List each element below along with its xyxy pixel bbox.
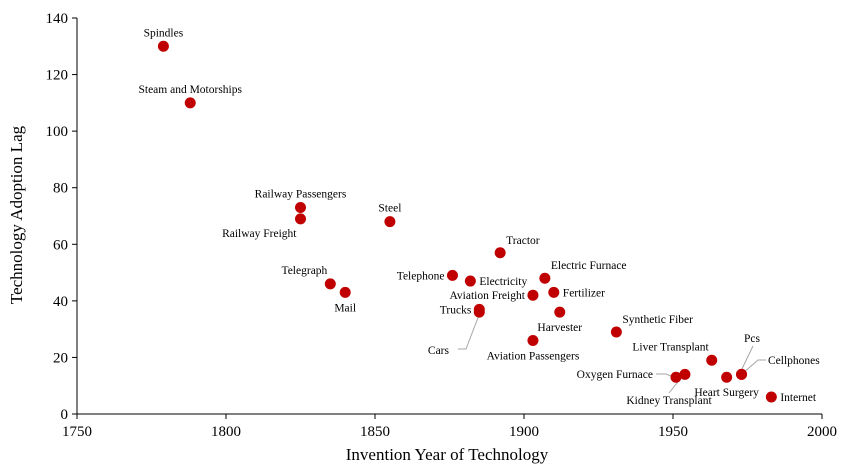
y-tick-label: 80 <box>53 181 68 197</box>
data-label: Mail <box>334 302 356 314</box>
data-point <box>610 326 622 338</box>
data-label: Railway Passengers <box>255 189 347 201</box>
data-point <box>494 247 506 259</box>
leader-line <box>458 314 480 350</box>
data-label: Steam and Motorships <box>138 84 242 96</box>
x-tick-label: 1950 <box>658 424 688 440</box>
y-ticks: 0 20 40 60 80 100 120 140 <box>46 11 77 423</box>
data-label: Aviation Passengers <box>487 350 580 362</box>
data-point <box>324 278 336 290</box>
y-axis-title: Technology Adoption Lag <box>7 125 26 304</box>
data-label: Telephone <box>397 270 445 282</box>
data-label: Cellphones <box>768 355 820 367</box>
data-label: Telegraph <box>281 265 327 277</box>
leader-lines <box>458 314 766 394</box>
data-point <box>670 371 682 383</box>
data-point <box>736 368 748 380</box>
data-label: Harvester <box>537 322 582 334</box>
data-label: Spindles <box>144 27 184 39</box>
data-label: Synthetic Fiber <box>622 314 693 326</box>
x-axis-title: Invention Year of Technology <box>346 445 549 464</box>
y-tick-label: 100 <box>46 124 69 140</box>
data-point <box>295 213 306 225</box>
x-tick-label: 1850 <box>360 424 390 440</box>
data-point <box>548 286 560 298</box>
data-point <box>295 202 306 214</box>
data-label: Liver Transplant <box>632 341 709 353</box>
x-ticks: 1750 1800 1850 1900 1950 2000 <box>62 414 837 440</box>
data-label: Railway Freight <box>222 228 297 240</box>
data-label: Heart Surgery <box>694 387 759 399</box>
x-tick-label: 1800 <box>211 424 241 440</box>
data-label: Cars <box>428 345 450 357</box>
y-tick-label: 60 <box>53 237 68 253</box>
data-label: Internet <box>780 392 817 404</box>
y-tick-label: 0 <box>61 407 69 423</box>
y-tick-label: 20 <box>53 350 68 366</box>
data-label: Oxygen Furnace <box>577 369 653 381</box>
data-point <box>679 368 691 380</box>
data-label: Pcs <box>744 333 761 345</box>
data-labels: Spindles Steam and Motorships Railway Pass… <box>138 27 820 407</box>
y-tick-label: 40 <box>53 294 68 310</box>
leader-line <box>656 373 672 377</box>
data-point <box>706 354 718 366</box>
data-point <box>554 306 566 318</box>
data-label: Steel <box>378 203 401 215</box>
data-label: Fertilizer <box>563 287 605 299</box>
data-label: Electricity <box>479 276 527 288</box>
data-point <box>339 286 351 298</box>
data-label: Tractor <box>506 235 540 247</box>
leader-line <box>741 359 766 375</box>
axes <box>76 18 822 415</box>
data-label: Trucks <box>440 304 472 316</box>
data-point <box>527 289 539 301</box>
data-label: Aviation Freight <box>449 290 525 302</box>
data-point <box>464 275 476 287</box>
leader-line <box>739 345 754 374</box>
data-label: Kidney Transplant <box>626 395 712 407</box>
data-point <box>446 269 458 281</box>
data-point <box>184 97 196 109</box>
data-point <box>765 391 777 403</box>
data-point <box>384 216 396 228</box>
x-tick-label: 1900 <box>509 424 539 440</box>
data-point <box>539 272 551 284</box>
data-point <box>527 334 539 346</box>
y-tick-label: 120 <box>46 68 69 84</box>
y-tick-label: 140 <box>46 11 69 27</box>
x-tick-label: 2000 <box>807 424 837 440</box>
data-label: Electric Furnace <box>551 260 627 272</box>
x-tick-label: 1750 <box>62 424 92 440</box>
data-point <box>473 306 485 318</box>
data-points <box>157 40 777 403</box>
data-point <box>157 40 169 52</box>
data-point <box>721 371 733 383</box>
